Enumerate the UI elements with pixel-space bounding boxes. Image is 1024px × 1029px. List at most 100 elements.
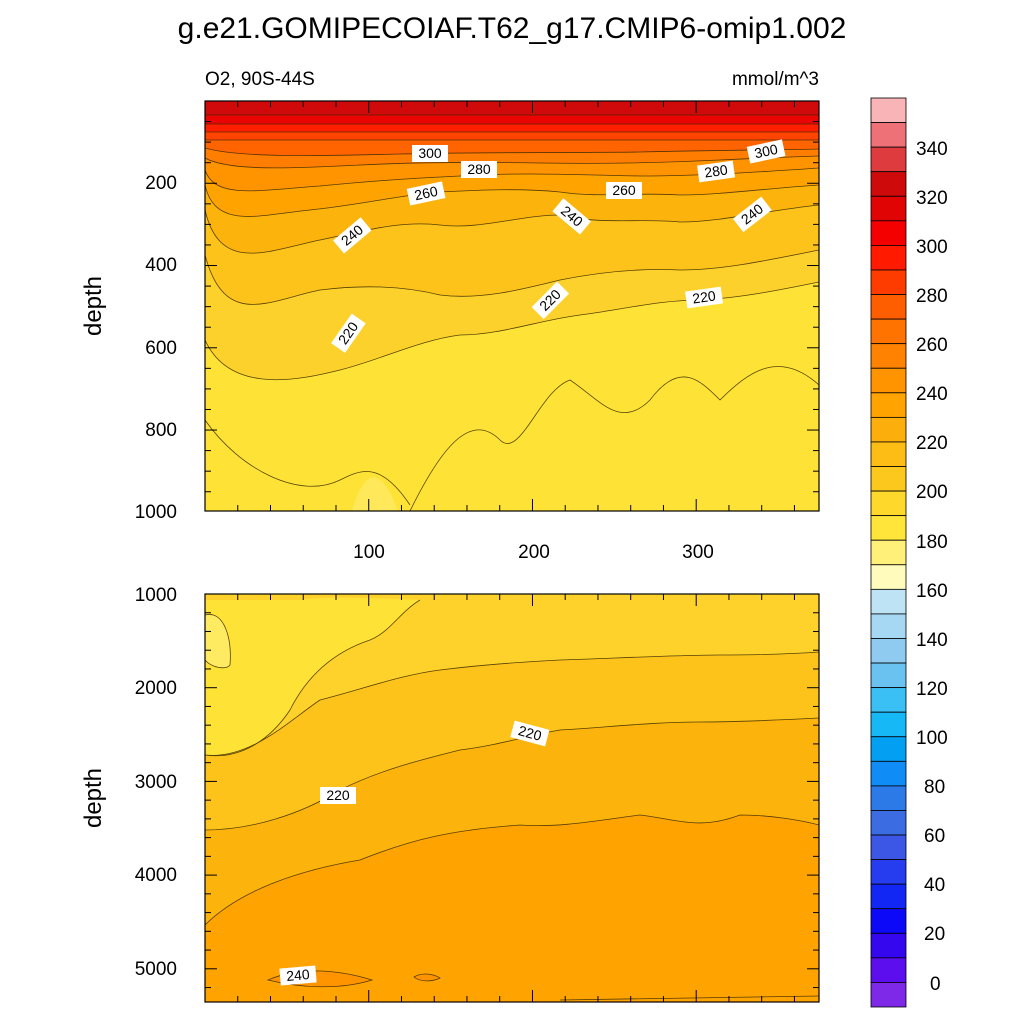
colorbar-box [870, 318, 907, 345]
colorbar-tick-label: 340 [916, 139, 948, 160]
colorbar-tick-label: 60 [924, 826, 945, 847]
colorbar-box [870, 883, 907, 910]
colorbar-box [870, 662, 907, 689]
colorbar-box [870, 122, 907, 148]
colorbar-box [870, 760, 907, 787]
colorbar-box [870, 588, 907, 615]
svg-text:260: 260 [612, 182, 636, 198]
colorbar-box [870, 466, 907, 492]
bottom-ytick-label: 3000 [135, 772, 177, 793]
colorbar-box [870, 982, 907, 1008]
bottom-ylabel: depth [80, 768, 107, 828]
contour-label: 220 [510, 720, 550, 747]
contour-label: 240 [279, 965, 317, 986]
svg-text:240: 240 [286, 966, 311, 984]
colorbar-tick-label: 180 [916, 532, 948, 553]
colorbar-box [870, 908, 907, 934]
colorbar-box [870, 269, 907, 295]
colorbar-box [870, 932, 907, 959]
bottom-ytick-label: 1000 [135, 585, 177, 606]
top-plot-frame [204, 100, 820, 512]
bottom-panel: 1000 2000 3000 4000 5000 depth 220 220 2… [80, 585, 820, 1003]
bottom-contour-labels: 220 220 240 [279, 720, 550, 986]
subtitle-units: mmol/m^3 [732, 69, 819, 90]
top-xtick-label: 200 [518, 542, 550, 563]
contour-label: 220 [685, 286, 724, 309]
colorbar-tick-label: 200 [916, 482, 948, 503]
colorbar-tick-label: 280 [916, 286, 948, 307]
top-ytick-label: 1000 [135, 502, 177, 523]
contour-label: 300 [746, 139, 786, 164]
colorbar-box [870, 97, 907, 123]
colorbar-tick-label: 240 [916, 384, 948, 405]
subtitle-left: O2, 90S-44S [205, 69, 315, 90]
colorbar-box [870, 638, 907, 664]
svg-text:280: 280 [467, 161, 491, 177]
top-panel: 100 200 300 200 400 600 800 1000 depth 3… [80, 100, 820, 563]
colorbar-tick-label: 40 [924, 875, 945, 896]
colorbar-box [870, 195, 907, 222]
contour-label: 240 [333, 217, 372, 254]
top-ytick-label: 400 [145, 255, 177, 276]
colorbar-box [870, 367, 907, 394]
top-contour-labels: 300 280 260 240 220 300 280 260 240 220 … [331, 139, 786, 353]
colorbar-tick-label: 300 [916, 237, 948, 258]
colorbar-box [870, 957, 907, 983]
colorbar-tick-label: 220 [916, 433, 948, 454]
colorbar-box [870, 220, 907, 246]
top-fill-310 [205, 101, 819, 115]
bottom-ytick-label: 4000 [135, 865, 177, 886]
colorbar-tick-label: 20 [924, 924, 945, 945]
colorbar-box [870, 539, 907, 566]
colorbar-box [870, 146, 907, 173]
contour-label: 280 [697, 160, 736, 183]
top-ytick-label: 800 [145, 420, 177, 441]
top-fill-200-lobe [352, 477, 398, 511]
chart-title: g.e21.GOMIPECOIAF.T62_g17.CMIP6-omip1.00… [178, 12, 847, 45]
contour-label: 280 [461, 161, 497, 178]
bottom-contour-lines [205, 599, 819, 1001]
bottom-axis-ticks [205, 594, 819, 1002]
colorbar-tick-label: 0 [930, 974, 941, 995]
bottom-fill-240-lobe [414, 974, 440, 981]
colorbar-tick-label: 160 [916, 581, 948, 602]
colorbar-box [870, 687, 907, 713]
colorbar-box [870, 564, 907, 590]
colorbar-box [870, 736, 907, 762]
colorbar-tick-labels: 340 320 300 280 260 240 220 200 180 160 … [916, 139, 948, 995]
svg-text:220: 220 [517, 722, 544, 744]
colorbar-box [870, 294, 907, 320]
top-xtick-label: 100 [353, 542, 385, 563]
colorbar-tick-label: 260 [916, 335, 948, 356]
top-ylabel: depth [80, 276, 107, 336]
svg-text:300: 300 [753, 141, 779, 162]
svg-text:220: 220 [691, 287, 717, 306]
bottom-ytick-label: 5000 [135, 959, 177, 980]
colorbar-box [870, 834, 907, 861]
colorbar-box [870, 859, 907, 885]
colorbar-box [870, 245, 907, 271]
colorbar-tick-label: 320 [916, 188, 948, 209]
contour-label: 260 [406, 181, 446, 206]
bottom-contour-fill [205, 594, 819, 1002]
colorbar-tick-label: 140 [916, 630, 948, 651]
colorbar-box [870, 343, 907, 369]
colorbar-box [870, 515, 907, 541]
svg-text:300: 300 [418, 145, 442, 161]
bottom-ytick-label: 2000 [135, 678, 177, 699]
bottom-plot-frame [204, 593, 820, 1003]
bottom-fill-200-lobe [205, 614, 231, 668]
top-ytick-label: 200 [145, 173, 177, 194]
colorbar-box [870, 416, 907, 443]
top-axis-ticks [205, 101, 819, 511]
colorbar-box [870, 613, 907, 639]
svg-text:220: 220 [326, 787, 350, 803]
colorbar-box [870, 171, 907, 197]
colorbar-box [870, 490, 907, 517]
colorbar-tick-label: 120 [916, 679, 948, 700]
svg-text:280: 280 [703, 161, 729, 180]
contour-label: 220 [320, 787, 356, 804]
svg-text:260: 260 [413, 183, 439, 204]
colorbar-box [870, 810, 907, 836]
